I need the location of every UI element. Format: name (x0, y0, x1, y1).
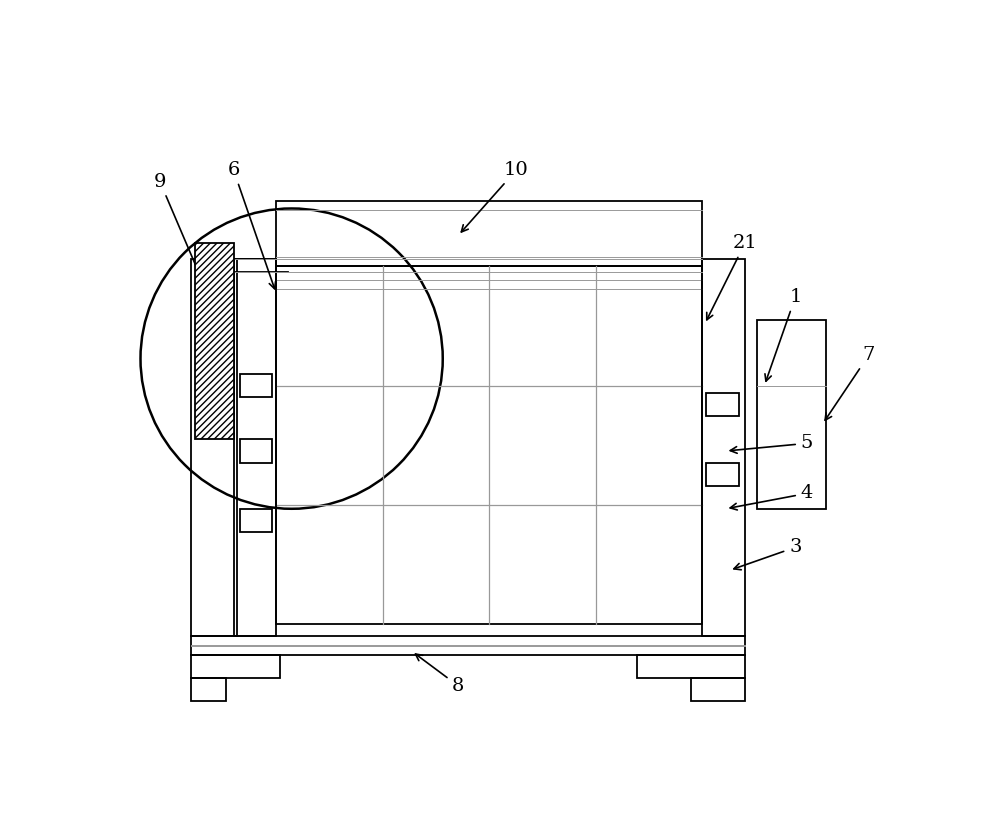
Bar (706, 393, 739, 416)
Bar (240, 508, 272, 532)
Text: 1: 1 (765, 288, 802, 381)
Text: 7: 7 (825, 346, 875, 420)
Text: 9: 9 (154, 173, 213, 305)
Bar (240, 374, 272, 397)
Bar (191, 636, 745, 655)
Bar (757, 320, 826, 508)
Bar (637, 655, 745, 678)
Text: 6: 6 (227, 161, 276, 289)
Bar (195, 243, 234, 440)
Text: 8: 8 (415, 654, 464, 695)
Text: 10: 10 (461, 161, 529, 232)
Text: 5: 5 (730, 435, 813, 453)
Bar (234, 258, 276, 636)
Text: 3: 3 (734, 539, 802, 570)
Bar (191, 258, 237, 636)
Bar (691, 678, 745, 701)
Bar (191, 678, 226, 701)
Bar (702, 258, 745, 636)
Text: 4: 4 (730, 484, 813, 510)
Bar (276, 266, 702, 624)
Bar (191, 655, 280, 678)
Text: 21: 21 (707, 234, 757, 320)
Bar (240, 440, 272, 462)
Bar (706, 462, 739, 486)
Bar (276, 201, 702, 266)
